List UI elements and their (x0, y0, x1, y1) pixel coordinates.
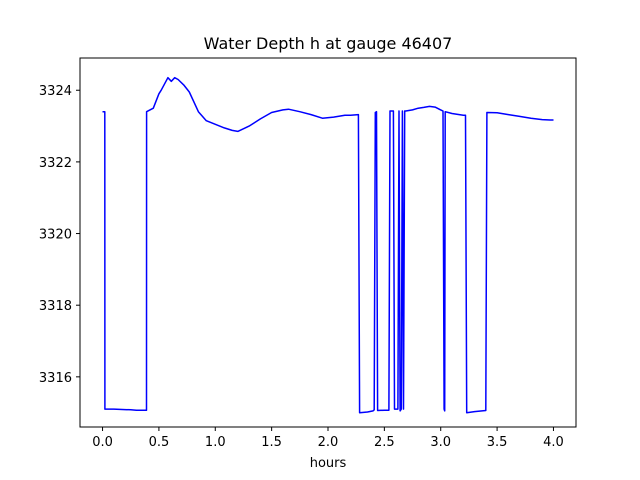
y-tick-label: 3320 (39, 228, 72, 243)
y-axis: 3316 3318 3320 3322 3324 (39, 84, 80, 386)
x-tick-label: 0.0 (92, 435, 113, 450)
x-axis: 0.0 0.5 1.0 1.5 2.0 2.5 3.0 3.5 4.0 (92, 427, 564, 450)
plot-area (102, 76, 554, 414)
chart-title: Water Depth h at gauge 46407 (204, 34, 453, 53)
y-tick-label: 3324 (39, 84, 72, 99)
y-tick-label: 3318 (39, 299, 72, 314)
y-tick-label: 3316 (39, 371, 72, 386)
x-tick-label: 4.0 (543, 435, 564, 450)
x-axis-label: hours (310, 456, 347, 471)
x-tick-label: 0.5 (149, 435, 170, 450)
plot-frame (79, 57, 577, 428)
series-line-0 (102, 76, 554, 414)
x-tick-label: 1.5 (261, 435, 282, 450)
y-tick-label: 3322 (39, 156, 72, 171)
x-tick-label: 2.0 (318, 435, 339, 450)
x-tick-label: 1.0 (205, 435, 226, 450)
x-tick-label: 2.5 (374, 435, 395, 450)
x-tick-label: 3.5 (487, 435, 508, 450)
x-tick-label: 3.0 (430, 435, 451, 450)
